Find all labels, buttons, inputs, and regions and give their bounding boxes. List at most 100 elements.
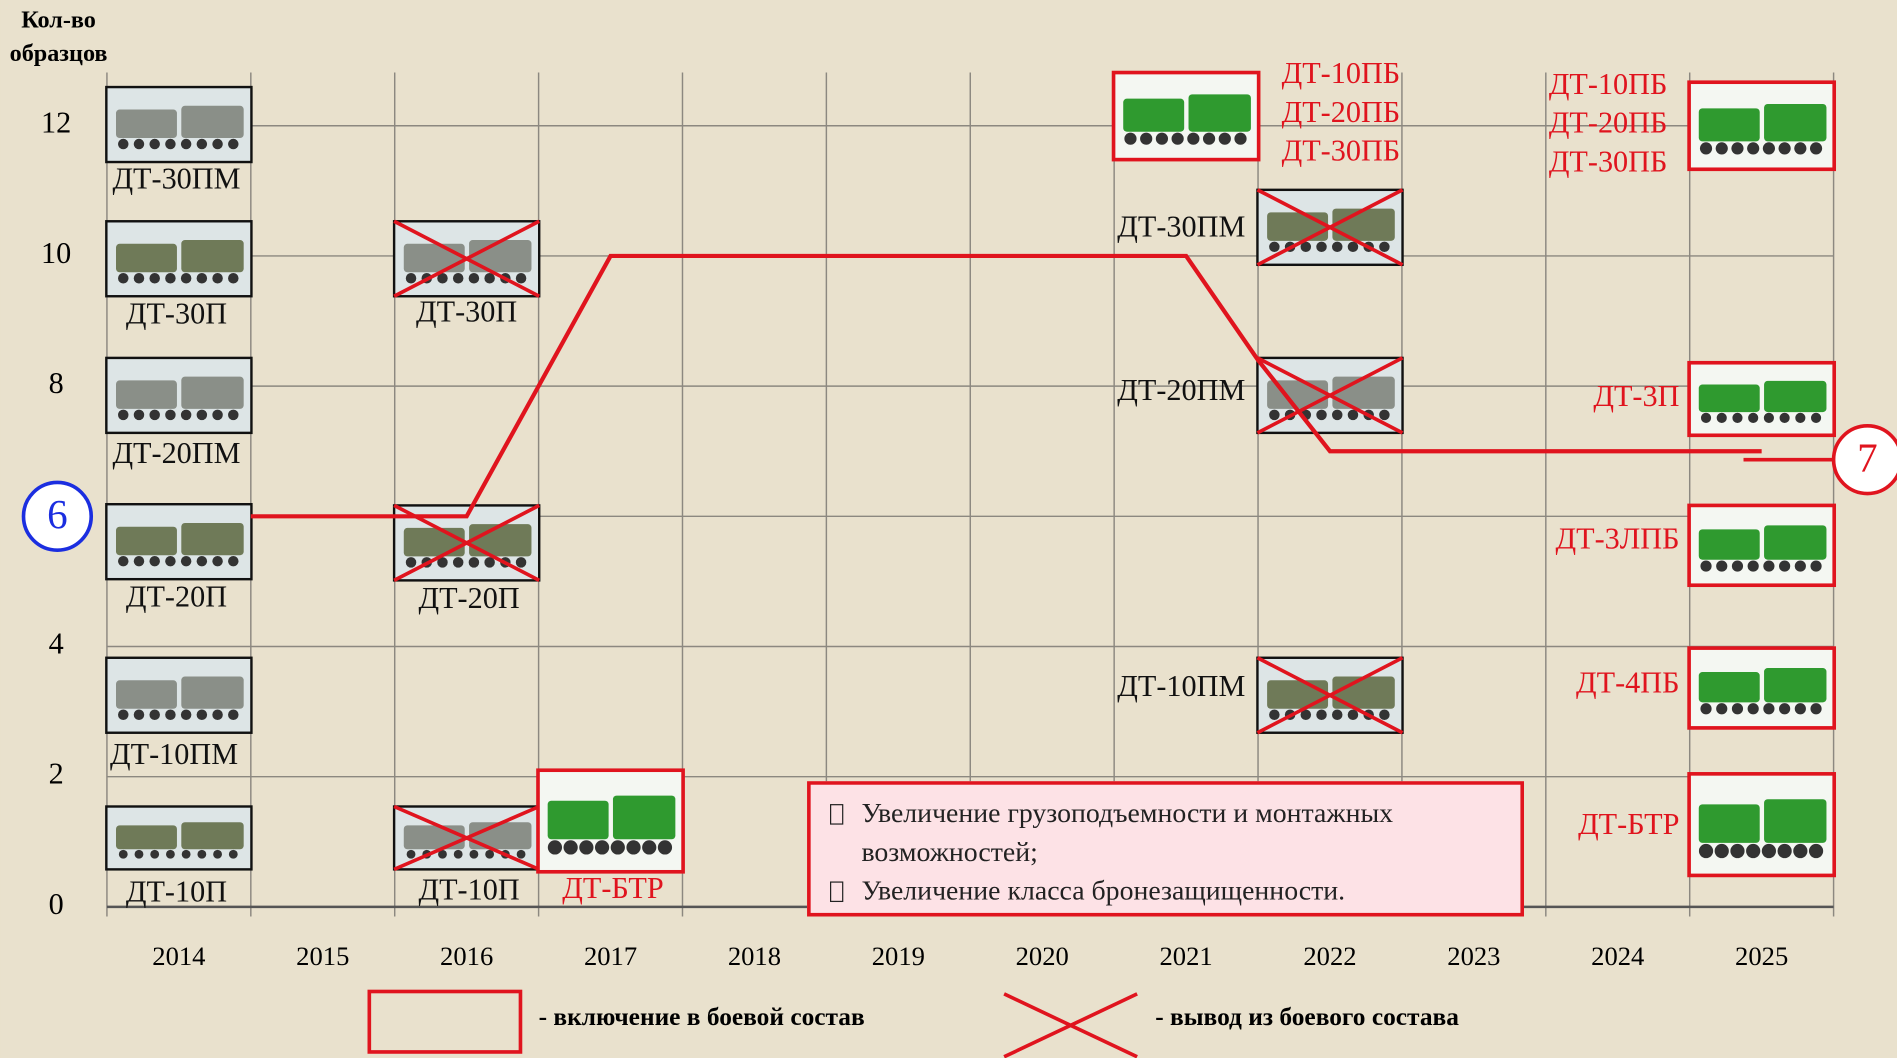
vehicle-body [181, 677, 243, 709]
vehicle-wheel [1778, 844, 1792, 858]
vehicle-wheel [118, 556, 128, 566]
vehicle-body [116, 244, 177, 272]
vehicle-body [1267, 212, 1328, 240]
vehicle-wheel [1748, 413, 1758, 423]
vehicle-body [116, 110, 177, 138]
chart: Кол-во образцов 024681012201420152016201… [0, 0, 1897, 1058]
vehicle-wheel [1732, 703, 1743, 714]
vehicle-wheel [149, 556, 159, 566]
vehicle-wheel [166, 850, 175, 859]
vehicle-wheel [228, 556, 238, 566]
vehicle-label: ДТ-20ПБ [1549, 106, 1668, 140]
y-tick-label: 12 [41, 106, 71, 140]
vehicle-wheel [1219, 133, 1231, 145]
vehicle-wheel [1701, 413, 1711, 423]
vehicle-body [116, 527, 177, 555]
vehicle-label: ДТ-БТР [562, 871, 663, 905]
vehicle-wheel [642, 840, 656, 854]
vehicle-wheel [1234, 133, 1246, 145]
vehicle-wheel [197, 850, 206, 859]
vehicle-body [181, 240, 243, 272]
vehicle-wheel [1810, 560, 1821, 571]
vehicle-label: ДТ-10ПБ [1549, 67, 1668, 101]
vehicle-wheel [181, 410, 191, 420]
vehicle-wheel [1793, 844, 1807, 858]
vehicle-wheel [1379, 710, 1389, 720]
vehicle-wheel [165, 710, 175, 720]
y-tick-label: 10 [41, 236, 71, 270]
y-tick-label: 4 [49, 626, 64, 660]
vehicle-body [1699, 108, 1760, 141]
vehicle-label: ДТ-30П [126, 297, 227, 331]
vehicle-wheel [118, 410, 128, 420]
vehicle-wheel [564, 840, 578, 854]
x-tick-label: 2021 [1160, 941, 1213, 971]
vehicle-label: ДТ-БТР [1578, 807, 1679, 841]
vehicle-wheel [1763, 560, 1774, 571]
vehicle-wheel [181, 139, 191, 149]
legend-removed: - вывод из боевого состава [1155, 1003, 1459, 1031]
vehicle-wheel [165, 556, 175, 566]
vehicle-wheel [516, 557, 526, 567]
note-box: Увеличение грузоподъемности и монтажных … [807, 781, 1524, 916]
vehicle-wheel [1716, 703, 1727, 714]
vehicle-wheel [229, 850, 238, 859]
vehicle-wheel [1779, 142, 1791, 154]
vehicle-label: ДТ-10П [126, 875, 227, 909]
vehicle-label: ДТ-20П [418, 581, 519, 615]
vehicle-wheel [197, 410, 207, 420]
x-tick-label: 2022 [1303, 941, 1356, 971]
x-tick-label: 2019 [872, 941, 925, 971]
vehicle-wheel [149, 139, 159, 149]
vehicle-body [1699, 385, 1760, 413]
vehicle-wheel [1731, 142, 1743, 154]
y-tick-label: 0 [49, 887, 64, 921]
vehicle-wheel [1763, 142, 1775, 154]
vehicle-wheel [134, 139, 144, 149]
vehicle-body [1332, 209, 1394, 241]
x-tick-label: 2017 [584, 941, 637, 971]
vehicle-wheel [118, 139, 128, 149]
vehicle-wheel [165, 139, 175, 149]
vehicle-wheel [197, 556, 207, 566]
vehicle-wheel [1779, 703, 1790, 714]
vehicle-wheel [165, 410, 175, 420]
vehicle-wheel [1156, 133, 1168, 145]
vehicle-wheel [135, 850, 144, 859]
vehicle-body [404, 528, 465, 556]
vehicle-wheel [228, 710, 238, 720]
vehicle-body [1764, 525, 1826, 559]
vehicle-wheel [1809, 844, 1823, 858]
vehicle-wheel [197, 273, 207, 283]
vehicle-wheel [1332, 242, 1342, 252]
vehicle-body [1699, 529, 1760, 559]
vehicle-wheel [1811, 413, 1821, 423]
vehicle-body [116, 825, 177, 849]
vehicle-body [469, 240, 531, 272]
vehicle-wheel [1187, 133, 1199, 145]
vehicle-wheel [181, 556, 191, 566]
vehicle-wheel [1700, 560, 1711, 571]
x-tick-label: 2015 [296, 941, 349, 971]
vehicle-label: ДТ-30ПБ [1282, 133, 1401, 167]
vehicle-wheel [134, 410, 144, 420]
vehicle-body [1332, 377, 1394, 409]
vehicle-wheel [658, 840, 672, 854]
vehicle-wheel [1763, 703, 1774, 714]
vehicle-wheel [1316, 242, 1326, 252]
y-tick-label: 8 [49, 366, 64, 400]
vehicle-wheel [611, 840, 625, 854]
vehicle-wheel [197, 710, 207, 720]
note-list: Увеличение грузоподъемности и монтажных … [811, 794, 1509, 910]
vehicle-wheel [1764, 413, 1774, 423]
vehicle-wheel [150, 850, 159, 859]
vehicle-label: ДТ-10ПМ [110, 737, 238, 771]
vehicle-label: ДТ-20П [126, 580, 227, 614]
vehicle-body [1267, 680, 1328, 708]
vehicle-label: ДТ-30П [416, 294, 517, 328]
vehicle-wheel [149, 710, 159, 720]
vehicle-wheel [182, 850, 191, 859]
vehicle-body [1699, 672, 1760, 702]
vehicle-label: ДТ-4ПБ [1576, 666, 1679, 700]
vehicle-wheel [406, 557, 416, 567]
